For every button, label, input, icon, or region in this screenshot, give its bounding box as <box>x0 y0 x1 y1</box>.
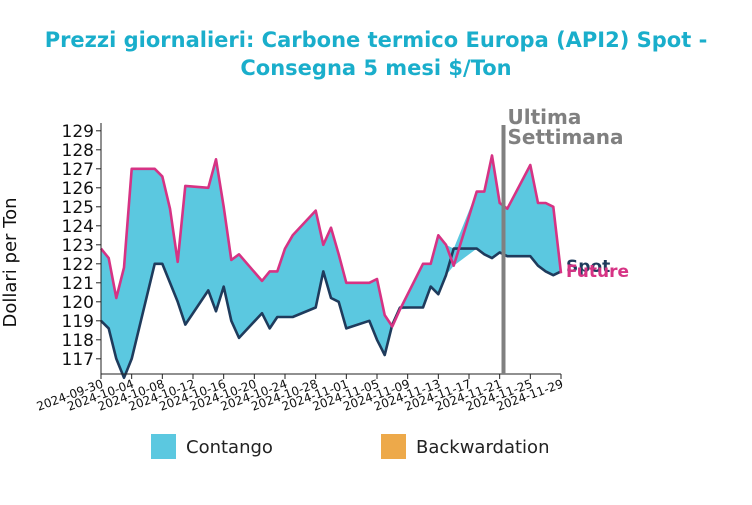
y-tick-label: 127 <box>62 160 94 180</box>
y-tick-label: 123 <box>62 236 94 256</box>
chart-title: Prezzi giornalieri: Carbone termico Euro… <box>0 26 752 82</box>
spot-end-label: Spot <box>566 257 610 277</box>
y-tick-label: 118 <box>62 331 94 351</box>
y-axis-label: Dollari per Ton <box>0 197 21 327</box>
y-tick-label: 128 <box>62 141 94 161</box>
legend: Contango Backwardation <box>151 434 549 459</box>
contango-area <box>101 155 561 378</box>
y-tick-label: 121 <box>62 274 94 294</box>
spread-fills <box>101 155 561 378</box>
y-tick-label: 120 <box>62 293 94 313</box>
y-tick-label: 124 <box>62 217 94 237</box>
last-week-label-line2: Settimana <box>508 125 624 149</box>
series-lines <box>99 154 563 380</box>
legend-swatch-backwardation <box>381 434 406 459</box>
future-line <box>99 154 563 328</box>
legend-swatch-contango <box>151 434 176 459</box>
y-tick-label: 122 <box>62 255 94 275</box>
y-tick-label: 119 <box>62 312 94 332</box>
chart-title-line2: Consegna 5 mesi $/Ton <box>240 56 512 80</box>
spot-line <box>100 247 562 380</box>
legend-label-contango: Contango <box>186 437 273 458</box>
x-axis: 2024-09-302024-10-042024-10-082024-10-12… <box>35 373 565 414</box>
y-tick-label: 129 <box>62 122 94 142</box>
last-week-label-line1: Ultima <box>508 105 582 129</box>
future-end-label: Future <box>566 262 629 282</box>
chart-title-line1: Prezzi giornalieri: Carbone termico Euro… <box>44 28 708 52</box>
y-tick-label: 117 <box>62 350 94 370</box>
y-tick-label: 126 <box>62 179 94 199</box>
legend-label-backwardation: Backwardation <box>416 437 549 458</box>
y-tick-label: 125 <box>62 198 94 218</box>
